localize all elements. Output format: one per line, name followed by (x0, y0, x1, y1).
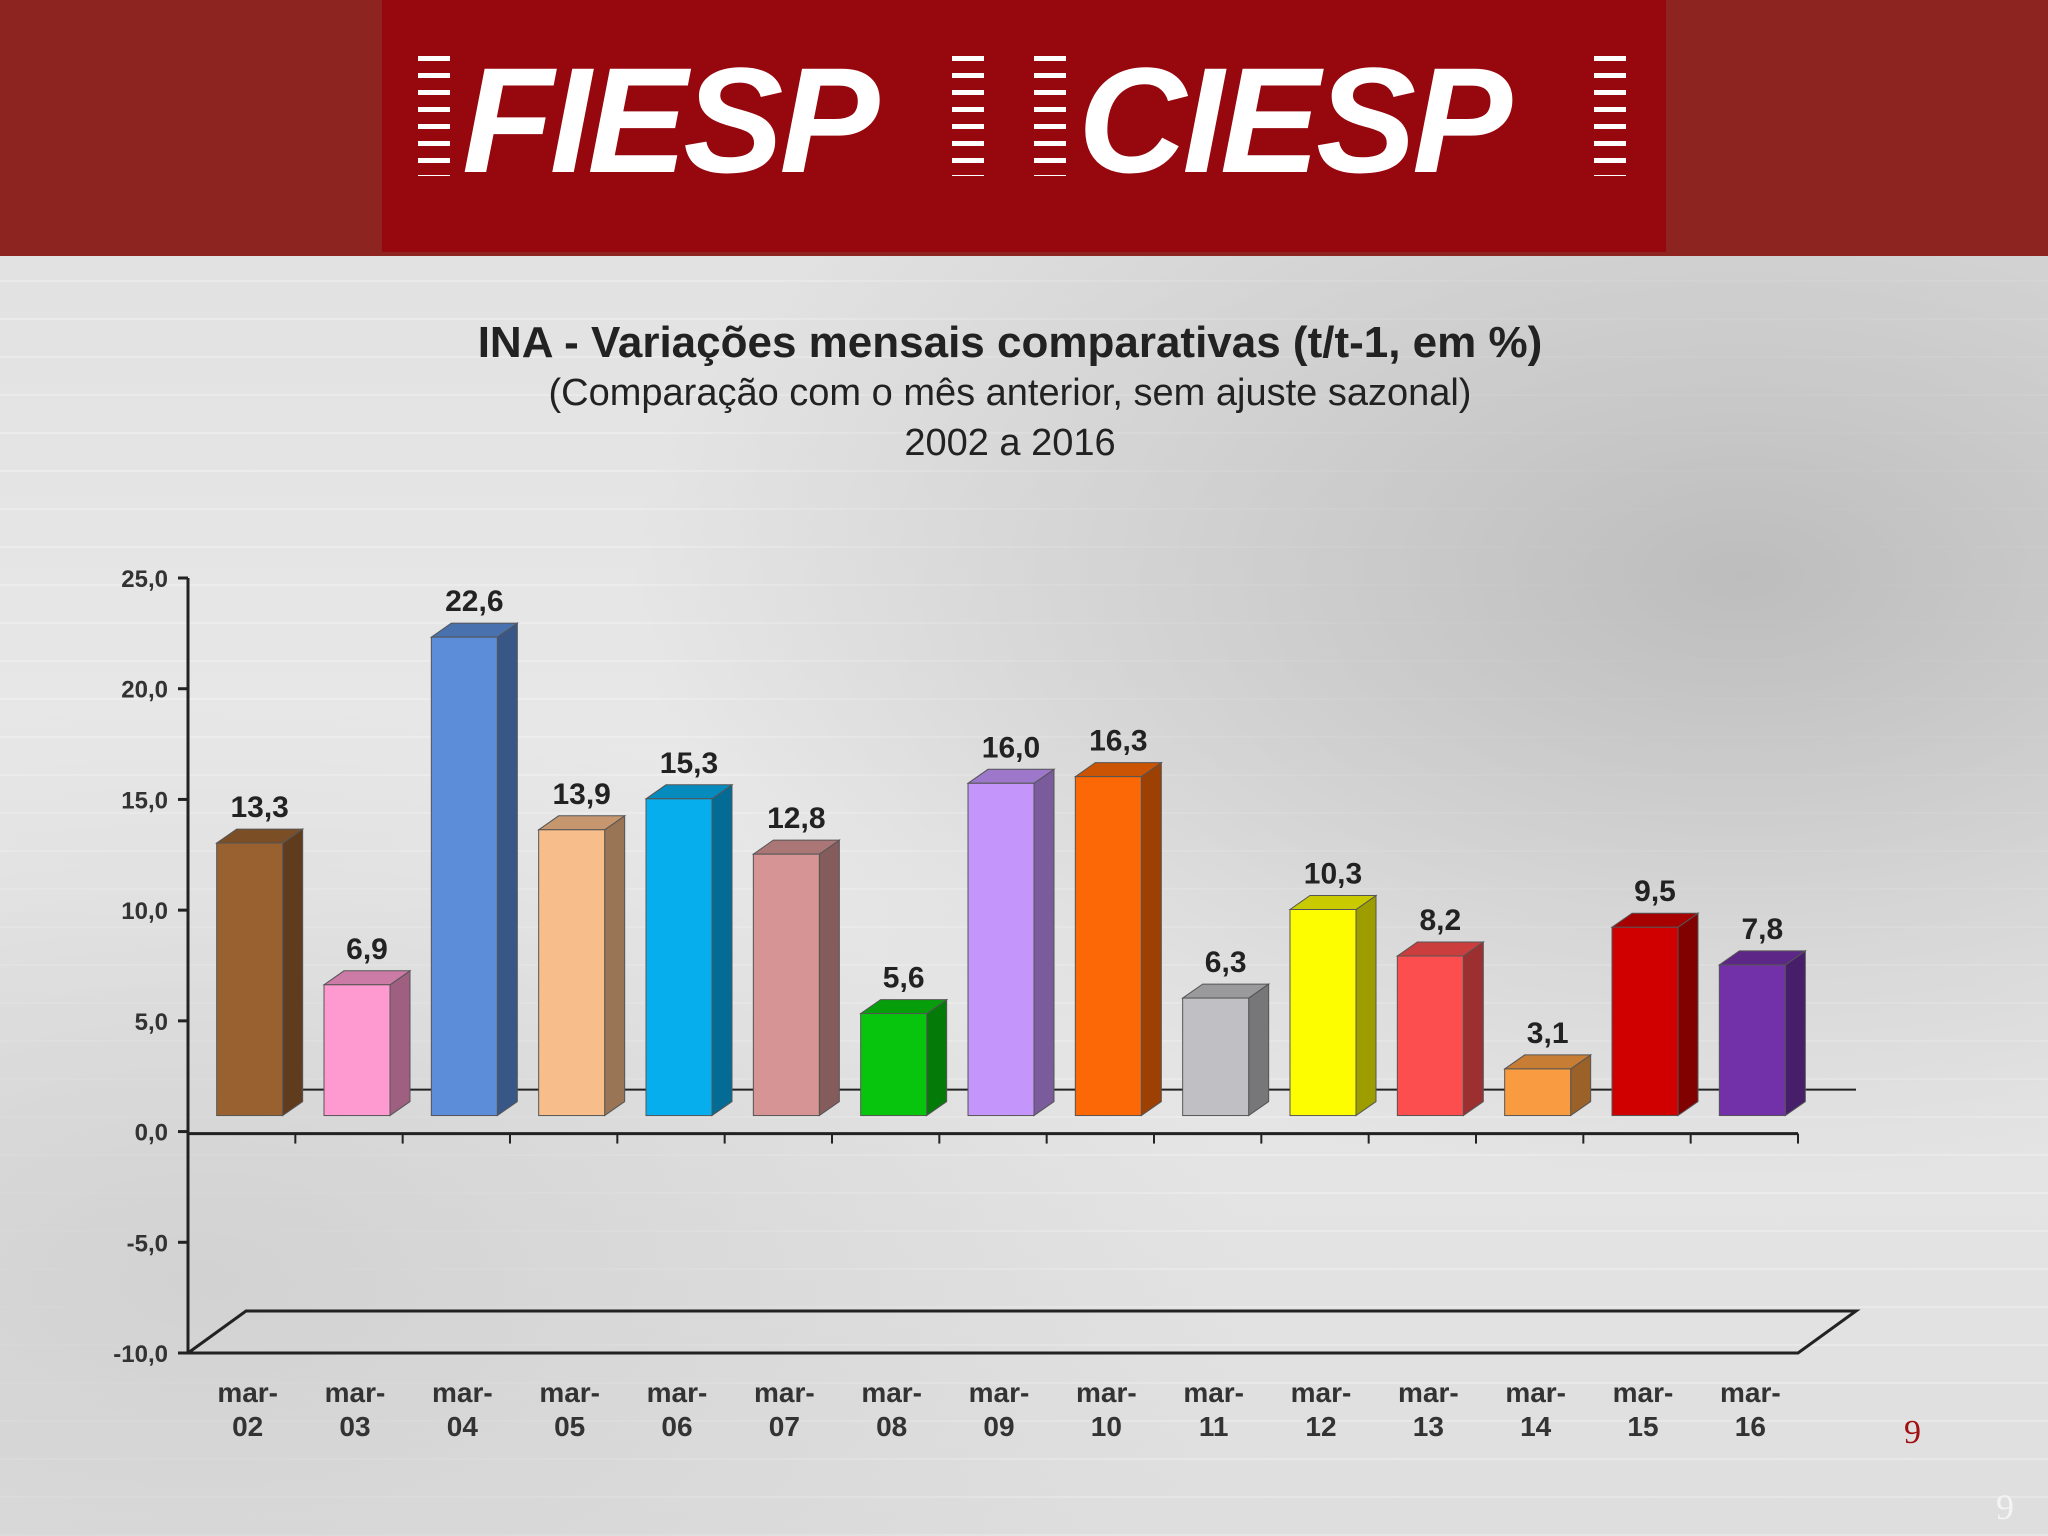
data-label: 15,3 (660, 747, 718, 780)
bar (967, 782, 1035, 1117)
x-tick-label: mar- (217, 1377, 278, 1408)
x-tick-label: 06 (661, 1411, 692, 1442)
bar-side (1355, 894, 1377, 1117)
y-tick-label: 10,0 (121, 898, 168, 925)
bar-side (604, 814, 626, 1117)
bar-side (711, 783, 733, 1117)
ciesp-logo-text: CIESP (1078, 36, 1512, 204)
bar (1074, 776, 1142, 1117)
bar-side (1033, 768, 1055, 1117)
x-tick-label: 07 (769, 1411, 800, 1442)
x-tick-label: mar- (1613, 1377, 1674, 1408)
x-tick-label: mar- (1720, 1377, 1781, 1408)
bar-side (818, 839, 840, 1117)
logo: FIESP CIESP (382, 0, 1666, 252)
data-label: 6,9 (346, 933, 388, 966)
bar (1718, 964, 1786, 1117)
y-tick-label: -5,0 (127, 1230, 168, 1257)
data-label: 22,6 (445, 585, 503, 618)
bar-side (1248, 983, 1270, 1117)
logo-dashes-right-2 (1594, 56, 1626, 176)
bar (860, 1013, 928, 1117)
logo-dashes-left-2 (952, 56, 984, 176)
x-tick-label: mar- (1505, 1377, 1566, 1408)
x-tick-label: mar- (432, 1377, 493, 1408)
logo-dashes-left-1 (418, 56, 450, 176)
page-number: 9 (1904, 1414, 1921, 1451)
fiesp-logo-text: FIESP (462, 36, 879, 204)
x-tick-label: mar- (1183, 1377, 1244, 1408)
x-tick-label: 11 (1199, 1411, 1229, 1442)
data-label: 10,3 (1304, 858, 1362, 891)
bar-side (282, 828, 304, 1117)
y-tick-label: -10,0 (113, 1341, 168, 1368)
bar-side (1784, 949, 1806, 1117)
x-tick-label: 03 (339, 1411, 370, 1442)
bar (216, 842, 284, 1117)
bar-side (1677, 912, 1699, 1117)
bar-side (389, 969, 411, 1117)
y-tick-label: 25,0 (121, 566, 168, 593)
bar (538, 829, 606, 1117)
data-label: 9,5 (1634, 875, 1676, 908)
page-number-corner: 9 (1996, 1487, 2014, 1527)
x-tick-label: mar- (1398, 1377, 1459, 1408)
y-tick-label: 5,0 (135, 1009, 168, 1036)
header-bar: FIESP CIESP (0, 0, 2048, 256)
x-tick-label: 10 (1091, 1411, 1122, 1442)
bar-side (496, 622, 518, 1117)
y-tick-label: 15,0 (121, 787, 168, 814)
data-label: 5,6 (883, 962, 925, 995)
data-label: 13,9 (552, 778, 610, 811)
bar (323, 984, 391, 1117)
bar (1611, 926, 1679, 1117)
x-tick-label: 16 (1735, 1411, 1766, 1442)
bar-side (1462, 941, 1484, 1117)
logo-dashes-right-1 (1034, 56, 1066, 176)
x-tick-label: 15 (1627, 1411, 1658, 1442)
bar (645, 798, 713, 1117)
x-tick-label: mar- (539, 1377, 600, 1408)
x-tick-label: 13 (1413, 1411, 1444, 1442)
x-tick-label: 08 (876, 1411, 907, 1442)
x-tick-label: mar- (1291, 1377, 1352, 1408)
data-label: 16,3 (1089, 725, 1147, 758)
data-label: 12,8 (767, 802, 825, 835)
y-tick-label: 0,0 (135, 1120, 168, 1147)
x-tick-label: 05 (554, 1411, 585, 1442)
bar (1504, 1068, 1572, 1117)
bar (752, 853, 820, 1117)
data-label: 8,2 (1419, 904, 1461, 937)
data-label: 6,3 (1205, 946, 1247, 979)
chart-floor (183, 1309, 1861, 1355)
data-label: 3,1 (1527, 1017, 1569, 1050)
bar (1182, 997, 1250, 1117)
data-label: 7,8 (1741, 913, 1783, 946)
bar (1289, 909, 1357, 1117)
x-tick-label: 09 (983, 1411, 1014, 1442)
chart-period: 2002 a 2016 (904, 422, 1116, 464)
x-tick-label: 04 (447, 1411, 479, 1442)
chart-subtitle: (Comparação com o mês anterior, sem ajus… (548, 372, 1472, 414)
bar-side (1140, 761, 1162, 1117)
x-tick-label: 12 (1305, 1411, 1336, 1442)
data-label: 16,0 (982, 731, 1040, 764)
chart-title: INA - Variações mensais comparativas (t/… (477, 318, 1543, 367)
x-tick-label: mar- (861, 1377, 922, 1408)
x-tick-label: 14 (1520, 1411, 1552, 1442)
x-tick-label: mar- (754, 1377, 815, 1408)
x-tick-label: 02 (232, 1411, 263, 1442)
x-tick-label: mar- (647, 1377, 708, 1408)
bar (1396, 955, 1464, 1117)
x-tick-label: mar- (969, 1377, 1030, 1408)
bar (430, 636, 498, 1117)
x-tick-label: mar- (325, 1377, 386, 1408)
data-label: 13,3 (230, 791, 288, 824)
bar-side (926, 998, 948, 1117)
x-tick-label: mar- (1076, 1377, 1137, 1408)
y-tick-label: 20,0 (121, 677, 168, 704)
